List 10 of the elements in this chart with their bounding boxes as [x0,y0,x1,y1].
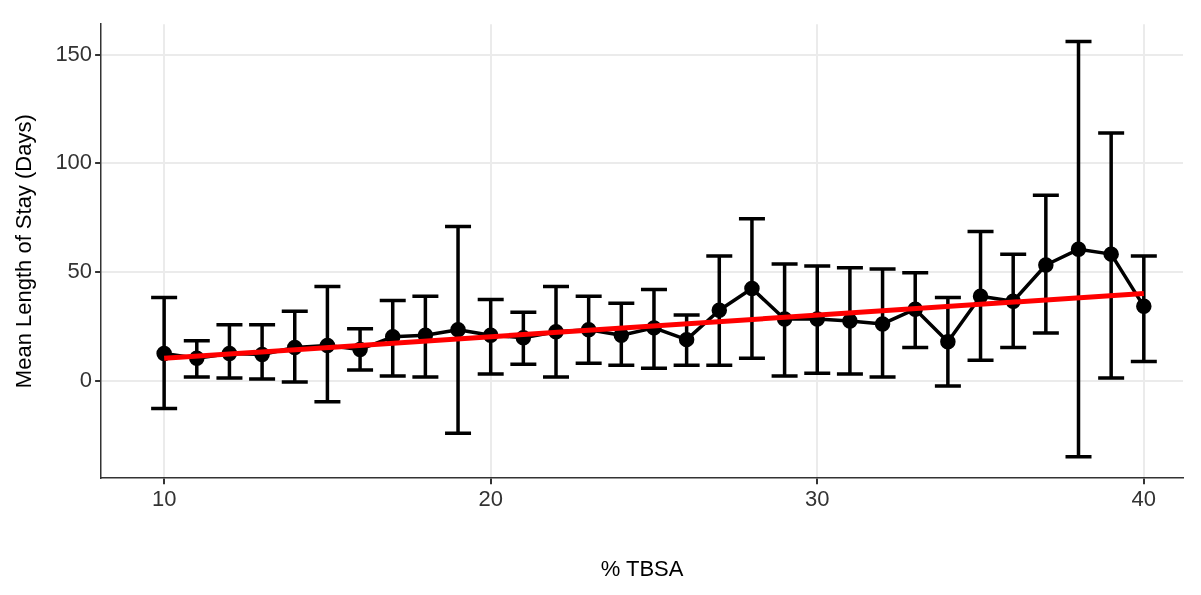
y-axis-title: Mean Length of Stay (Days) [11,114,37,389]
y-tick-label: 150 [55,40,93,66]
x-tick-label: 40 [1131,486,1157,512]
x-tick-label: 10 [151,486,177,512]
y-tick-label: 100 [55,149,93,175]
y-tick-label: 0 [79,367,93,393]
y-tick-label: 50 [67,258,93,284]
x-tick-label: 20 [478,486,503,512]
x-tick-label: 30 [805,486,830,512]
x-axis-title: % TBSA [600,555,684,581]
